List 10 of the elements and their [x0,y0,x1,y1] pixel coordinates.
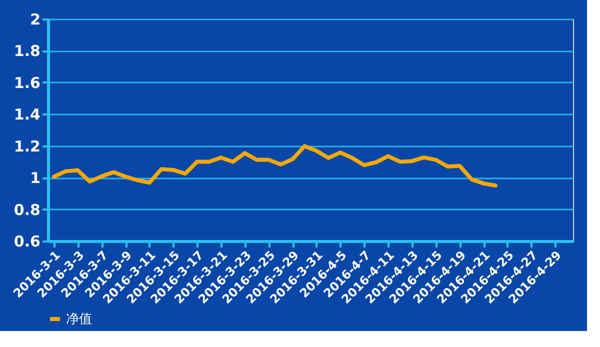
y-tick-label: 1.6 [14,74,40,92]
y-tick-label: 0.8 [14,200,40,219]
y-tick-label: 1.4 [14,106,40,124]
line-series [52,144,498,188]
y-tick-label: 1 [30,169,40,188]
legend-label: 净值 [66,312,92,327]
y-tick-label: 0.6 [14,232,40,250]
y-tick-label: 2 [30,10,40,28]
y-tick-label: 1.2 [14,137,40,156]
y-tick-label: 1.8 [14,42,40,60]
